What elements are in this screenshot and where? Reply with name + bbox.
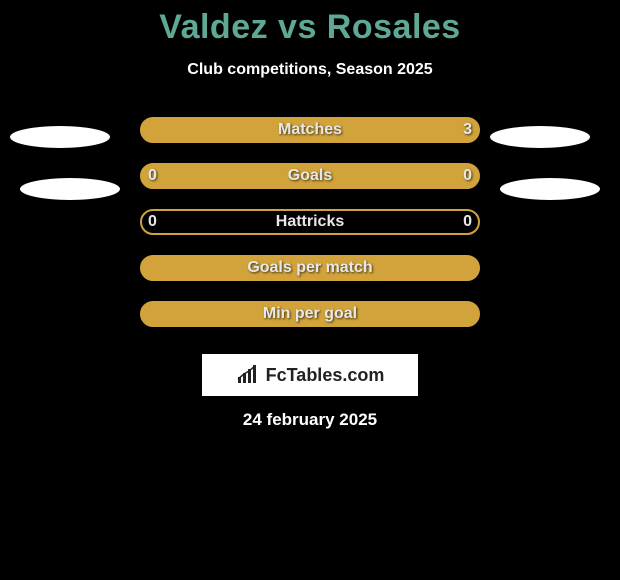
date-label: 24 february 2025 [243, 410, 377, 430]
stat-value-right: 0 [463, 167, 472, 185]
stat-bar: Goals per match [140, 255, 480, 281]
stat-bar: Min per goal [140, 301, 480, 327]
decorative-ellipse [20, 178, 120, 200]
stat-value-right: 3 [463, 121, 472, 139]
stat-row: Min per goal [0, 301, 620, 347]
stat-value-right: 0 [463, 213, 472, 231]
logo-text: FcTables.com [266, 365, 385, 386]
stat-label: Goals [288, 167, 332, 185]
stat-value-left: 0 [148, 213, 157, 231]
subtitle: Club competitions, Season 2025 [0, 61, 620, 79]
stat-bar: Matches 3 [140, 117, 480, 143]
logo-box: FcTables.com [202, 354, 418, 396]
page-title: Valdez vs Rosales [0, 0, 620, 47]
decorative-ellipse [10, 126, 110, 148]
stat-value-left: 0 [148, 167, 157, 185]
stat-label: Hattricks [276, 213, 344, 231]
stat-label: Goals per match [247, 259, 372, 277]
decorative-ellipse [500, 178, 600, 200]
stat-bar: Goals 0 0 [140, 163, 480, 189]
chart-icon [236, 365, 260, 385]
stat-rows: Matches 3 Goals 0 0 Hattricks 0 0 Goals per matc… [0, 117, 620, 347]
decorative-ellipse [490, 126, 590, 148]
stat-label: Matches [278, 121, 342, 139]
stat-label: Min per goal [263, 305, 357, 323]
stat-row: Goals per match [0, 255, 620, 301]
stat-row: Hattricks 0 0 [0, 209, 620, 255]
stat-bar: Hattricks 0 0 [140, 209, 480, 235]
